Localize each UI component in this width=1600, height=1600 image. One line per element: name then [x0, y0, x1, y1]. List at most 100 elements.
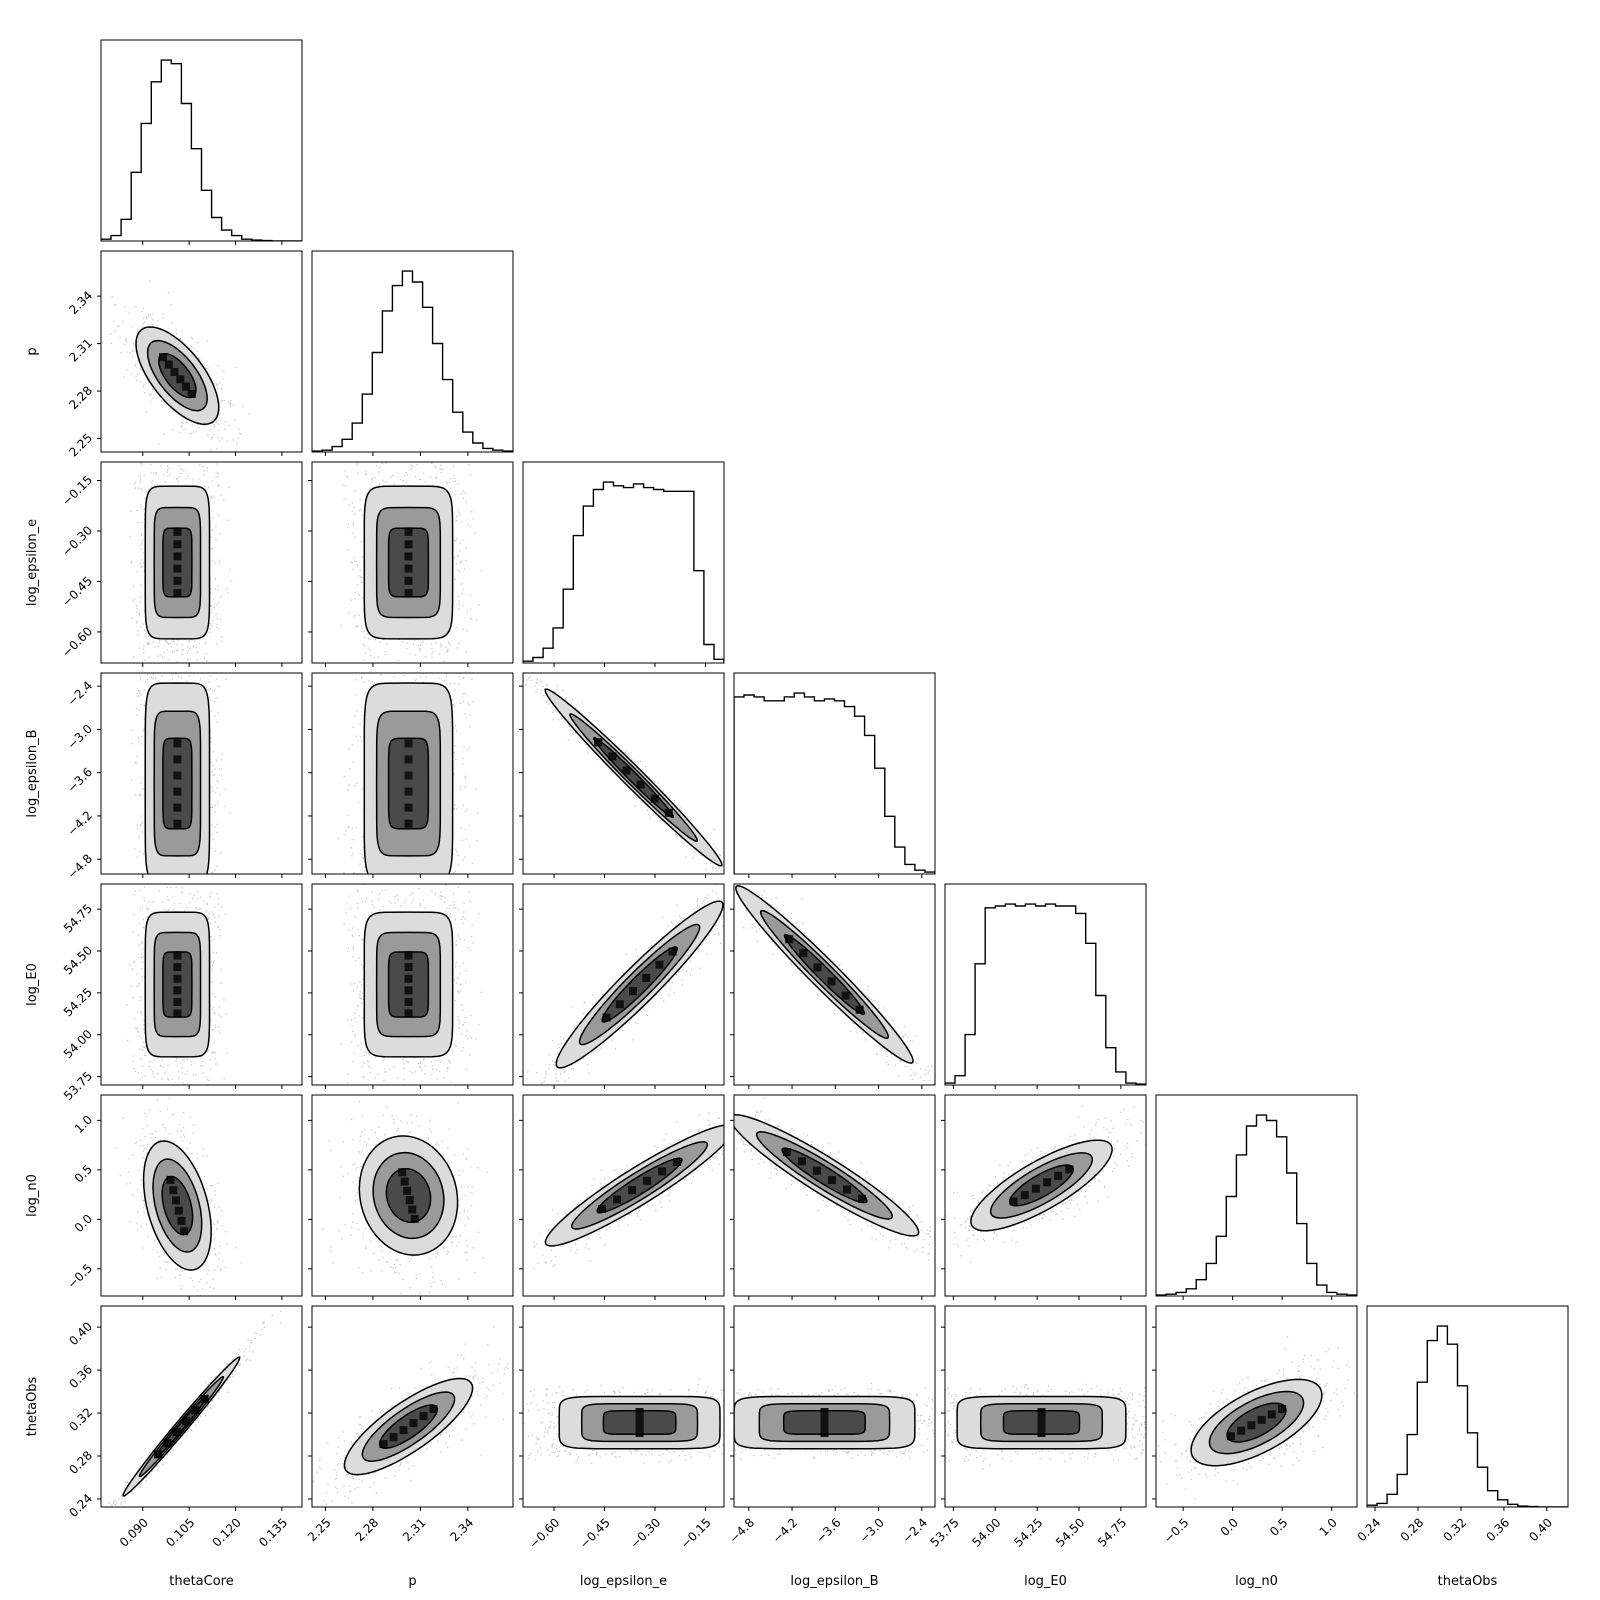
contour-line: [570, 1141, 709, 1230]
panel-frame: [522, 883, 725, 1086]
contour-line: [734, 1114, 920, 1237]
panel-thetaObs-vs-log_epsilon_e: [519, 1305, 725, 1511]
y-axis-label-log_epsilon_B: log_epsilon_B: [25, 729, 40, 817]
contour-line: [1208, 1390, 1305, 1455]
panel-frame: [311, 461, 514, 664]
panel-frame: [311, 883, 514, 1086]
panel-frame: [522, 461, 725, 664]
contour-line: [781, 1147, 868, 1204]
y-tick-label-thetaObs: 0.36: [66, 1362, 95, 1391]
contour-line: [1008, 1164, 1075, 1207]
x-axis-label-log_n0: log_n0: [1235, 1574, 1278, 1589]
y-tick-label-thetaObs: 0.28: [66, 1448, 95, 1477]
x-tick-label-log_epsilon_B: −4.2: [770, 1515, 801, 1546]
y-tick-label-log_epsilon_e: −0.15: [59, 473, 95, 509]
histogram-thetaObs: [1367, 1325, 1568, 1507]
panel-log_E0-vs-log_epsilon_e: [519, 883, 725, 1089]
y-tick-label-log_epsilon_e: −0.45: [59, 574, 95, 610]
x-axis-label-log_epsilon_e: log_epsilon_e: [580, 1574, 667, 1589]
contour-line: [372, 1151, 445, 1240]
panel-frame: [100, 39, 303, 242]
panel-p-vs-p: [311, 250, 514, 456]
x-tick-label-thetaCore: 0.090: [117, 1515, 151, 1549]
histogram-p: [312, 270, 513, 452]
y-tick-label-p: 2.25: [66, 431, 95, 460]
x-tick-label-log_E0: 54.25: [1011, 1515, 1045, 1549]
contour-line: [569, 713, 698, 842]
panel-frame: [944, 1094, 1147, 1297]
x-axis-label-thetaObs: thetaObs: [1438, 1574, 1498, 1589]
contour-line: [144, 485, 211, 640]
x-tick-label-log_epsilon_B: −3.0: [856, 1515, 887, 1546]
y-tick-label-log_epsilon_B: −2.4: [65, 678, 96, 709]
contour-line: [144, 911, 211, 1058]
panel-thetaCore-vs-thetaCore: [100, 39, 303, 245]
histogram-log_E0: [945, 903, 1146, 1085]
scatter-points: [110, 280, 250, 451]
contour-line: [343, 1377, 474, 1476]
contour-line: [1226, 1402, 1287, 1443]
panel-log_n0-vs-log_n0: [1155, 1094, 1358, 1300]
y-tick-label-log_E0: 54.75: [61, 901, 95, 935]
contour-line: [363, 485, 454, 640]
contour-line: [162, 951, 193, 1018]
y-axis-label-thetaObs: thetaObs: [25, 1376, 40, 1436]
y-axis-label-log_n0: log_n0: [25, 1174, 40, 1217]
y-axis-label-p: p: [25, 347, 40, 355]
y-tick-label-thetaObs: 0.40: [66, 1319, 95, 1348]
contour-line: [580, 1403, 699, 1443]
panel-log_epsilon_B-vs-p: [308, 672, 514, 878]
x-tick-label-log_epsilon_B: −3.6: [813, 1515, 844, 1546]
panel-log_n0-vs-p: [308, 1094, 514, 1300]
contour-line: [601, 946, 678, 1023]
y-tick-label-log_E0: 53.75: [61, 1069, 95, 1103]
y-tick-label-p: 2.34: [66, 288, 95, 317]
contour-line: [122, 1356, 241, 1497]
y-tick-label-log_E0: 54.25: [61, 985, 95, 1019]
y-tick-label-log_n0: −0.5: [65, 1261, 96, 1292]
y-tick-label-thetaObs: 0.32: [66, 1405, 95, 1434]
panel-thetaObs-vs-p: [308, 1305, 514, 1511]
contour-line: [387, 737, 430, 830]
contour-line: [154, 1394, 209, 1459]
y-tick-label-log_n0: 0.0: [72, 1212, 95, 1235]
contour-line: [152, 1158, 203, 1253]
panel-frame: [522, 672, 725, 875]
panel-thetaObs-vs-thetaObs: [1366, 1305, 1569, 1511]
y-tick-label-log_epsilon_B: −3.6: [65, 765, 96, 796]
contour-line: [759, 909, 890, 1040]
x-tick-label-log_n0: 0.0: [1218, 1515, 1241, 1538]
x-axis-label-log_epsilon_B: log_epsilon_B: [790, 1574, 878, 1589]
contour-line: [970, 1139, 1113, 1232]
x-tick-label-log_E0: 54.75: [1095, 1515, 1129, 1549]
contour-line: [361, 1391, 456, 1462]
contour-line: [144, 682, 211, 874]
contour-line: [989, 1152, 1094, 1219]
contour-line: [375, 710, 442, 857]
histogram-log_epsilon_B: [734, 692, 935, 874]
panel-log_epsilon_B-vs-log_epsilon_e: [519, 672, 725, 878]
panels-layer: [97, 39, 1569, 1511]
contour-line: [153, 710, 202, 857]
x-tick-label-log_epsilon_e: −0.30: [627, 1515, 663, 1551]
contour-line: [593, 736, 675, 819]
x-axis-label-log_E0: log_E0: [1024, 1574, 1067, 1589]
panel-frame: [100, 883, 303, 1086]
contour-line: [544, 1124, 724, 1247]
panel-frame: [1366, 1305, 1569, 1508]
y-tick-label-log_E0: 54.00: [61, 1027, 95, 1061]
contour-line: [544, 688, 723, 867]
contour-line: [602, 1410, 677, 1436]
contour-line: [138, 1375, 225, 1478]
contour-line: [135, 326, 220, 426]
panel-frame: [733, 1305, 936, 1508]
contour-line: [378, 1404, 439, 1449]
x-tick-label-log_n0: 1.0: [1317, 1515, 1340, 1538]
panel-frame: [311, 1305, 514, 1508]
x-tick-label-log_epsilon_B: −2.4: [900, 1515, 931, 1546]
contour-line: [578, 923, 701, 1046]
panel-frame: [100, 672, 303, 875]
panel-frame: [100, 250, 303, 453]
x-tick-label-thetaObs: 0.40: [1526, 1515, 1555, 1544]
